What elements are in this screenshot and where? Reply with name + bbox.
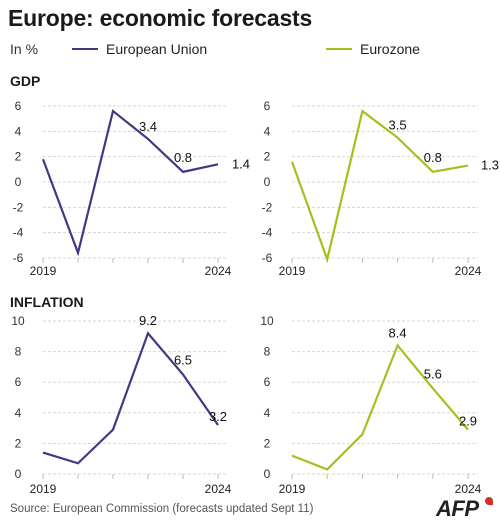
y-tick-label: 8 bbox=[264, 345, 271, 359]
y-tick-label: -4 bbox=[262, 226, 273, 240]
x-tick-label: 2024 bbox=[205, 482, 232, 496]
y-tick-label: 2 bbox=[264, 150, 271, 164]
section-label-gdp: GDP bbox=[10, 73, 41, 89]
x-tick-label: 2019 bbox=[30, 482, 57, 496]
y-tick-label: 8 bbox=[15, 345, 22, 359]
y-tick-label: 2 bbox=[15, 436, 22, 450]
data-label: 0.8 bbox=[174, 150, 192, 165]
y-tick-label: 2 bbox=[15, 150, 22, 164]
y-tick-label: -4 bbox=[13, 226, 24, 240]
series-line-inflation bbox=[42, 331, 219, 465]
data-label: 9.2 bbox=[139, 313, 157, 328]
y-tick-label: 0 bbox=[264, 175, 271, 189]
series-line-gdp bbox=[41, 109, 219, 257]
source-note: Source: European Commission (forecasts u… bbox=[10, 503, 314, 515]
y-tick-label: 4 bbox=[264, 124, 271, 138]
series-line-inflation bbox=[291, 343, 469, 471]
data-label: 3.2 bbox=[209, 409, 227, 424]
y-tick-label: 0 bbox=[264, 467, 271, 481]
y-tick-label: 4 bbox=[15, 124, 22, 138]
data-label: 5.6 bbox=[424, 366, 442, 381]
legend-swatch-ez bbox=[326, 48, 352, 50]
x-tick-label: 2019 bbox=[279, 482, 306, 496]
data-label: 3.4 bbox=[139, 119, 157, 134]
y-tick-label: -6 bbox=[262, 251, 273, 265]
legend-item-ez: Eurozone bbox=[326, 41, 420, 57]
y-tick-label: -2 bbox=[262, 200, 273, 214]
afp-logo-mark bbox=[485, 497, 493, 505]
y-tick-label: 6 bbox=[15, 99, 22, 113]
data-label: 8.4 bbox=[389, 325, 407, 340]
y-tick-label: 4 bbox=[15, 406, 22, 420]
data-label: 2.9 bbox=[459, 414, 477, 429]
data-label: 1.3 bbox=[481, 158, 499, 173]
x-tick-label: 2024 bbox=[455, 482, 482, 496]
x-tick-label: 2019 bbox=[279, 264, 306, 278]
data-label: 3.5 bbox=[389, 118, 407, 133]
y-tick-label: 0 bbox=[15, 467, 22, 481]
chart-title: Europe: economic forecasts bbox=[8, 5, 313, 31]
y-tick-label: 6 bbox=[15, 375, 22, 389]
x-tick-label: 2024 bbox=[205, 264, 232, 278]
legend-item-eu: European Union bbox=[72, 41, 207, 57]
x-tick-label: 2024 bbox=[455, 264, 482, 278]
units-label: In % bbox=[10, 41, 39, 57]
data-label: 1.4 bbox=[232, 156, 250, 171]
data-label: 0.8 bbox=[424, 150, 442, 165]
legend-swatch-eu bbox=[72, 48, 98, 50]
legend-label-eu: European Union bbox=[106, 41, 208, 57]
y-tick-label: 4 bbox=[264, 406, 271, 420]
y-tick-label: 0 bbox=[15, 175, 22, 189]
legend-label-ez: Eurozone bbox=[360, 41, 420, 57]
section-label-inflation: INFLATION bbox=[10, 294, 84, 310]
y-tick-label: 10 bbox=[260, 314, 274, 328]
y-tick-label: 10 bbox=[11, 314, 25, 328]
y-tick-label: 2 bbox=[264, 436, 271, 450]
data-label: 6.5 bbox=[174, 353, 192, 368]
y-tick-label: 6 bbox=[264, 375, 271, 389]
afp-logo: AFP bbox=[436, 496, 479, 521]
series-line-gdp bbox=[290, 109, 469, 264]
y-tick-label: -2 bbox=[13, 200, 24, 214]
y-tick-label: -6 bbox=[13, 251, 24, 265]
x-tick-label: 2019 bbox=[30, 264, 57, 278]
y-tick-label: 6 bbox=[264, 99, 271, 113]
